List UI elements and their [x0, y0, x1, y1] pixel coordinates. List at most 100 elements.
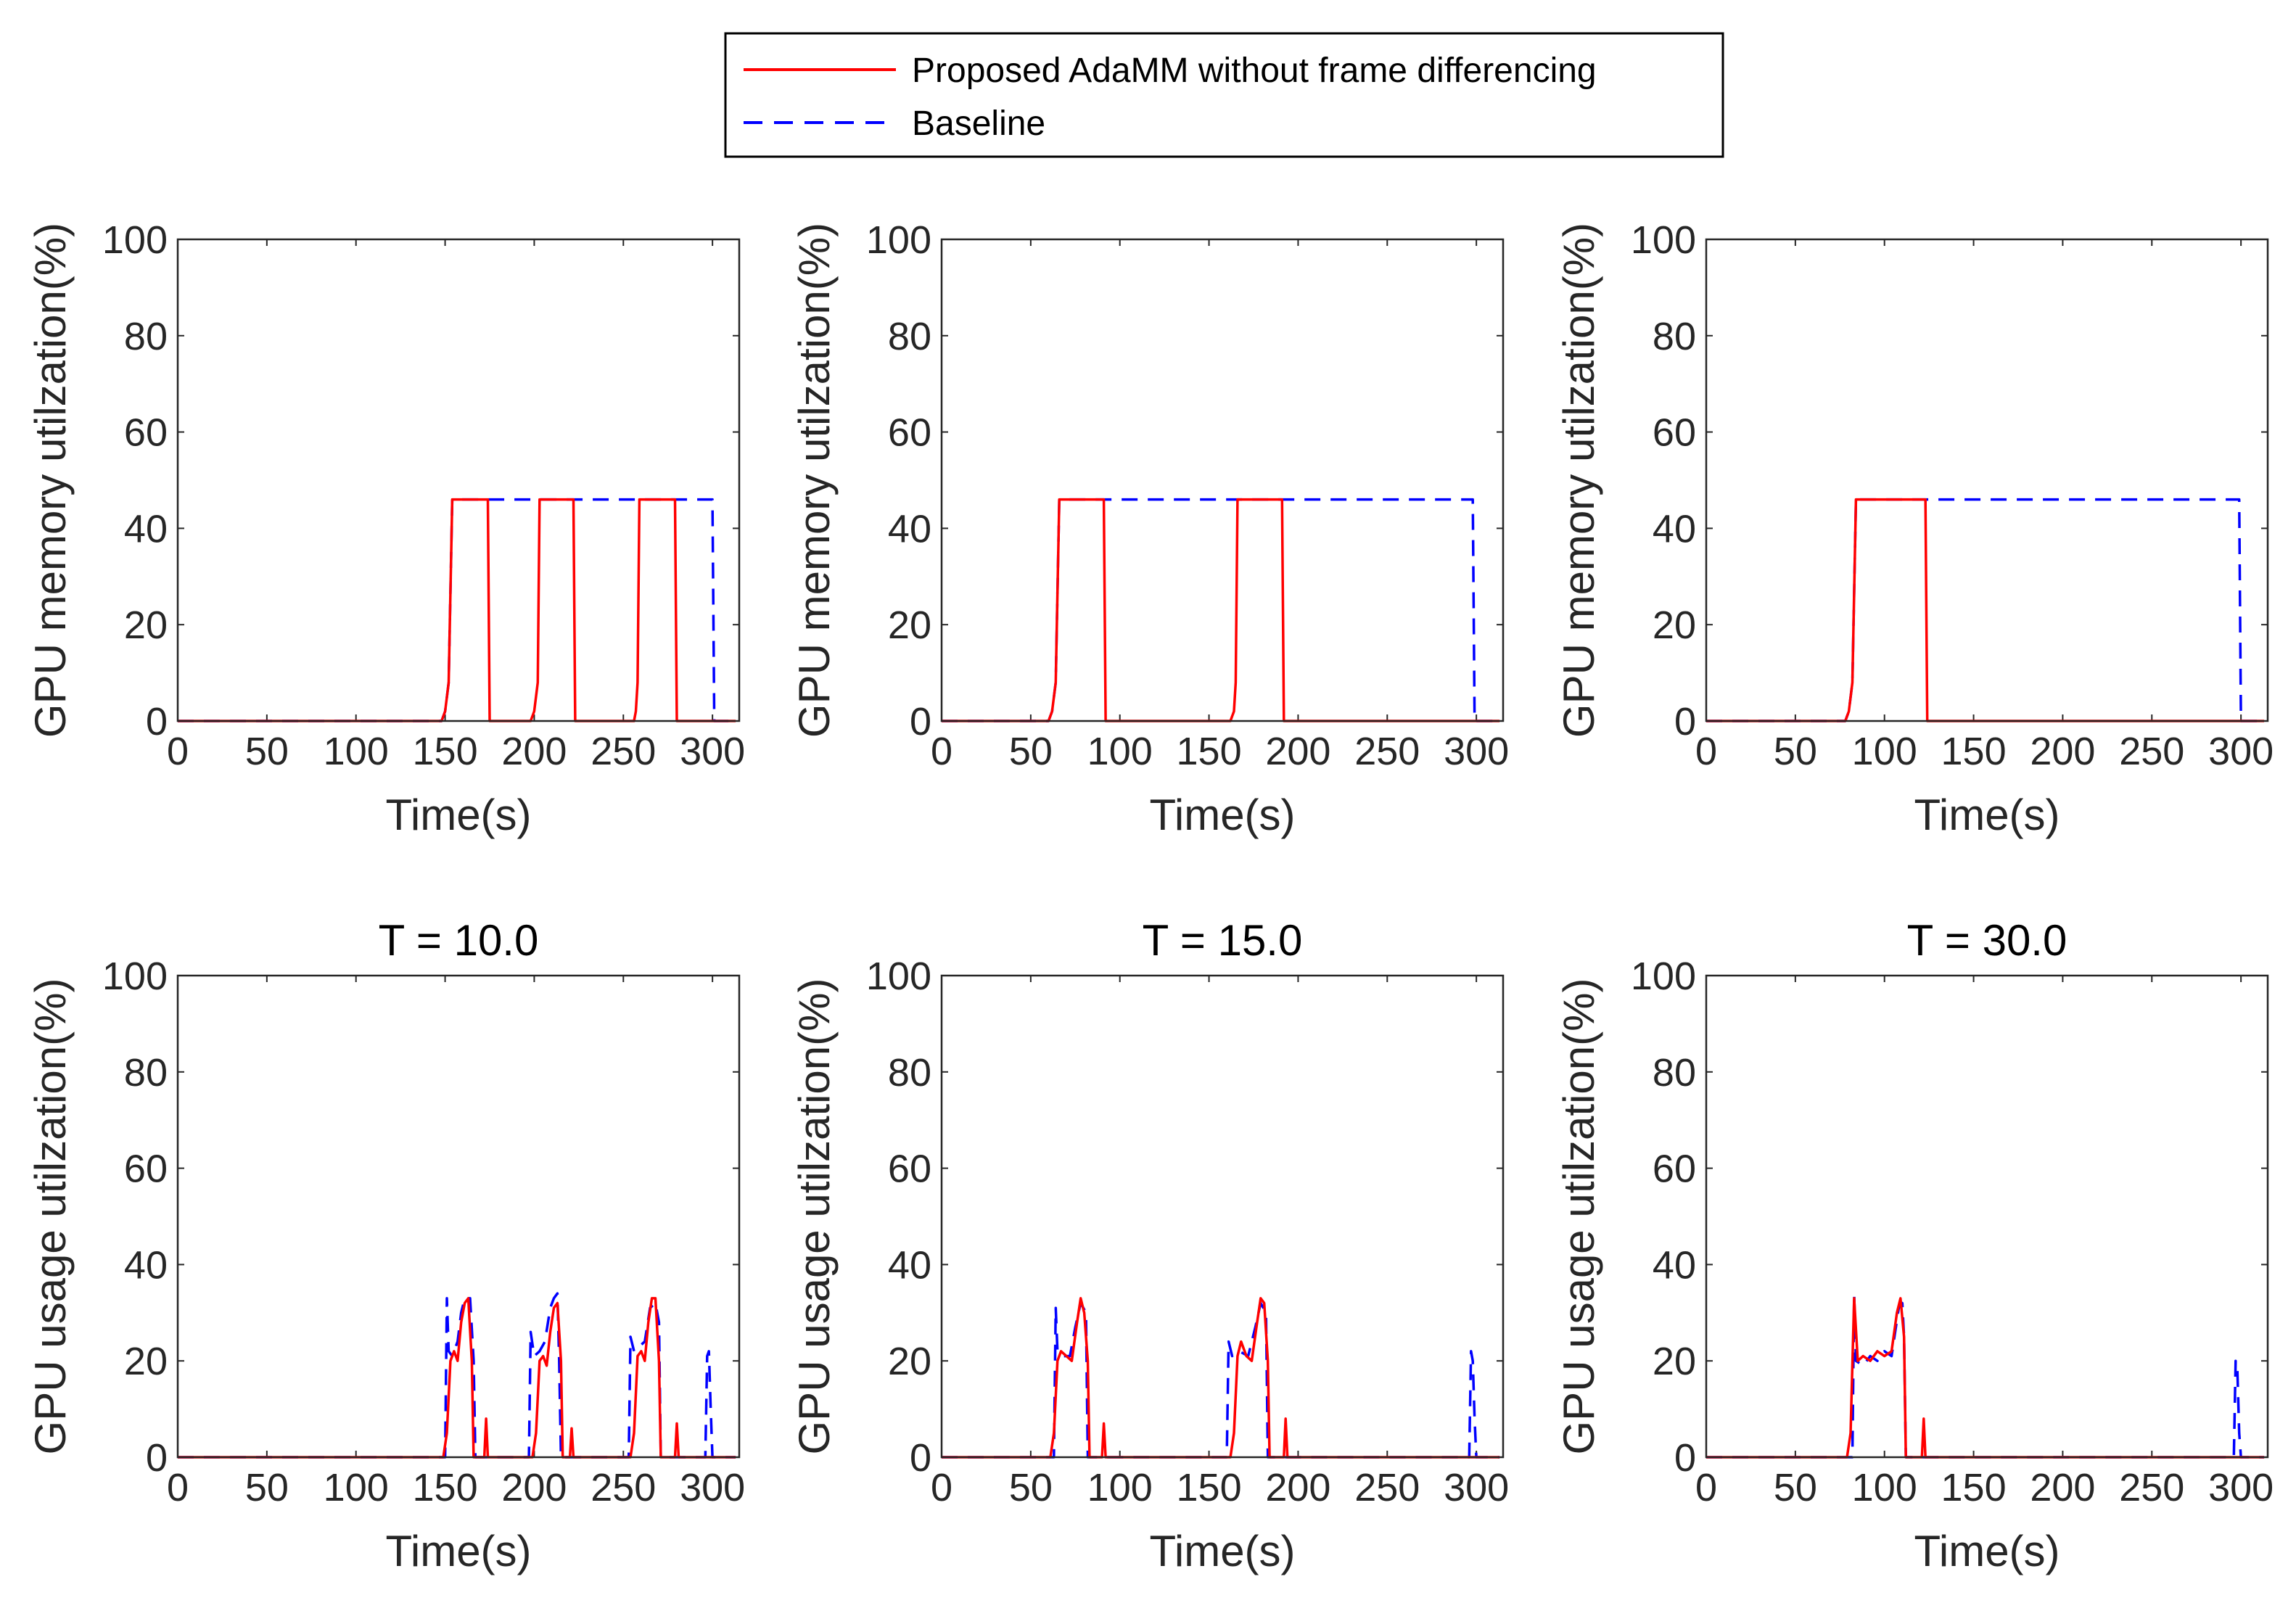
- x-tick-label: 300: [2208, 730, 2274, 773]
- x-tick-label: 50: [245, 730, 289, 773]
- x-tick-label: 200: [501, 1466, 567, 1509]
- x-tick-label: 100: [1852, 1466, 1917, 1509]
- plot-area: [942, 239, 1503, 721]
- y-tick-label: 100: [102, 955, 168, 998]
- y-axis-label: GPU usage utilzation(%): [1555, 978, 1603, 1455]
- y-tick-label: 40: [124, 1243, 168, 1287]
- x-tick-label: 0: [1695, 1466, 1717, 1509]
- axes-box: [1705, 974, 2269, 1459]
- plot-area: [178, 976, 739, 1457]
- x-tick-label: 300: [680, 730, 745, 773]
- x-tick-label: 250: [1354, 1466, 1420, 1509]
- y-axis-label: GPU memory utilzation(%): [26, 223, 75, 738]
- y-tick-label: 60: [888, 1147, 931, 1191]
- x-tick-label: 300: [680, 1466, 745, 1509]
- y-tick-label: 80: [124, 1051, 168, 1095]
- x-tick-label: 300: [2208, 1466, 2274, 1509]
- x-tick-label: 100: [1087, 1466, 1153, 1509]
- x-tick-label: 250: [2119, 730, 2184, 773]
- y-tick-label: 80: [888, 1051, 931, 1095]
- axes-box: [1705, 238, 2269, 722]
- x-tick-label: 200: [1265, 1466, 1330, 1509]
- y-tick-label: 40: [124, 507, 168, 551]
- y-tick-label: 100: [1631, 955, 1696, 998]
- x-tick-label: 150: [1177, 1466, 1242, 1509]
- x-tick-label: 100: [1852, 730, 1917, 773]
- chart-usage-T10: 0 50 100 150 200 250 300 0 20 40 60 80 100 Time(s) GPU…: [26, 916, 745, 1575]
- chart-title: T = 30.0: [1907, 916, 2067, 965]
- y-tick-label: 40: [1653, 1243, 1696, 1287]
- y-tick-label: 20: [124, 1340, 168, 1383]
- x-tick-label: 300: [1444, 730, 1509, 773]
- series-line-proposed: [1706, 1297, 2265, 1459]
- chart-mem-T10: 0 50 100 150 200 250 300 0 20 40 60 80 100 Time(s) GPU…: [26, 218, 745, 839]
- y-tick-label: 20: [1653, 1340, 1696, 1383]
- y-tick-label: 20: [124, 603, 168, 647]
- chart-usage-T15: 0 50 100 150 200 250 300 0 20 40 60 80 100 Time(s) GPU…: [790, 916, 1509, 1575]
- series-line-baseline: [942, 1301, 1500, 1459]
- x-tick-label: 0: [167, 730, 189, 773]
- x-tick-label: 150: [413, 1466, 478, 1509]
- plot-area: [178, 239, 739, 721]
- x-tick-label: 0: [1695, 730, 1717, 773]
- legend-box: [724, 32, 1724, 158]
- y-tick-label: 0: [146, 1436, 168, 1480]
- y-tick-label: 80: [1653, 1051, 1696, 1095]
- x-tick-label: 0: [931, 730, 952, 773]
- y-tick-label: 80: [888, 315, 931, 358]
- x-tick-label: 250: [2119, 1466, 2184, 1509]
- x-tick-label: 250: [591, 730, 656, 773]
- x-tick-label: 50: [1774, 730, 1817, 773]
- y-axis-label: GPU usage utilzation(%): [790, 978, 839, 1455]
- x-tick-label: 0: [167, 1466, 189, 1509]
- y-tick-label: 40: [1653, 507, 1696, 551]
- series-line-proposed: [1706, 498, 2265, 722]
- y-tick-label: 0: [146, 700, 168, 743]
- x-tick-label: 250: [591, 1466, 656, 1509]
- series-line-proposed: [178, 1297, 736, 1459]
- chart-title: T = 10.0: [379, 916, 539, 965]
- axes-box: [176, 238, 741, 722]
- y-tick-label: 60: [124, 1147, 168, 1191]
- x-axis-label: Time(s): [1914, 1527, 2060, 1575]
- y-tick-label: 20: [888, 1340, 931, 1383]
- y-tick-label: 20: [1653, 603, 1696, 647]
- y-axis-label: GPU memory utilzation(%): [1555, 223, 1603, 738]
- y-tick-label: 40: [888, 1243, 931, 1287]
- x-axis-label: Time(s): [385, 1527, 531, 1575]
- series-line-baseline: [178, 1292, 736, 1459]
- chart-usage-T30: 0 50 100 150 200 250 300 0 20 40 60 80 100 Time(s) GPU…: [1555, 916, 2274, 1575]
- y-tick-label: 60: [1653, 1147, 1696, 1191]
- x-tick-label: 50: [245, 1466, 289, 1509]
- y-tick-label: 0: [1674, 1436, 1696, 1480]
- x-tick-label: 100: [324, 1466, 389, 1509]
- legend: Proposed AdaMM without frame differencin…: [724, 32, 1724, 158]
- y-tick-label: 80: [124, 315, 168, 358]
- y-tick-label: 60: [124, 411, 168, 455]
- x-tick-label: 200: [501, 730, 567, 773]
- y-tick-label: 100: [1631, 218, 1696, 262]
- x-axis-label: Time(s): [385, 791, 531, 839]
- y-tick-label: 60: [1653, 411, 1696, 455]
- x-tick-label: 150: [1941, 1466, 2007, 1509]
- y-tick-label: 80: [1653, 315, 1696, 358]
- y-tick-label: 40: [888, 507, 931, 551]
- y-tick-label: 60: [888, 411, 931, 455]
- x-tick-label: 50: [1009, 730, 1053, 773]
- x-tick-label: 200: [2030, 1466, 2095, 1509]
- plot-area: [1706, 239, 2268, 721]
- legend-label-baseline: Baseline: [912, 104, 1045, 143]
- axes-box: [940, 974, 1505, 1459]
- y-tick-label: 0: [910, 1436, 931, 1480]
- axes-box: [176, 974, 741, 1459]
- subplot-grid: 0 50 100 150 200 250 300020406080100Time(s)GPU…: [26, 218, 2274, 1575]
- x-axis-label: Time(s): [1149, 1527, 1295, 1575]
- x-tick-label: 150: [413, 730, 478, 773]
- x-tick-label: 150: [1941, 730, 2007, 773]
- legend-label-proposed: Proposed AdaMM without frame differencin…: [912, 51, 1597, 90]
- y-axis-label: GPU memory utilzation(%): [790, 223, 839, 738]
- x-tick-label: 50: [1009, 1466, 1053, 1509]
- y-axis-label: GPU usage utilzation(%): [26, 978, 75, 1455]
- x-tick-label: 250: [1354, 730, 1420, 773]
